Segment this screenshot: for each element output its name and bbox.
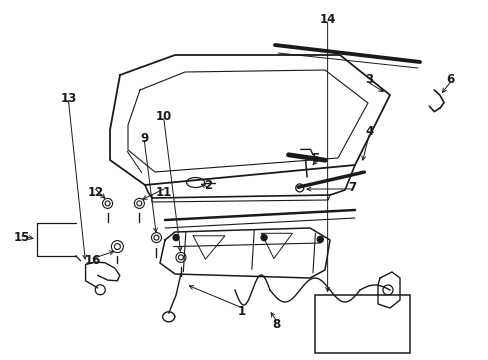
Text: 8: 8 xyxy=(272,318,280,330)
Text: 12: 12 xyxy=(87,186,103,199)
Circle shape xyxy=(173,235,179,240)
Bar xyxy=(314,295,409,353)
Text: 16: 16 xyxy=(84,255,101,267)
Text: 9: 9 xyxy=(140,132,148,145)
Text: 13: 13 xyxy=(60,93,77,105)
Text: 5: 5 xyxy=(311,152,319,165)
Text: 14: 14 xyxy=(319,13,335,26)
Text: 3: 3 xyxy=(365,73,372,86)
Text: 7: 7 xyxy=(347,181,355,194)
Text: 10: 10 xyxy=(155,111,172,123)
Text: 2: 2 xyxy=(203,179,211,192)
Circle shape xyxy=(261,235,266,240)
Circle shape xyxy=(317,237,323,242)
Text: 4: 4 xyxy=(365,125,372,138)
Text: 15: 15 xyxy=(14,231,30,244)
Text: 6: 6 xyxy=(445,73,453,86)
Text: 11: 11 xyxy=(155,186,172,199)
Text: 1: 1 xyxy=(238,305,245,318)
